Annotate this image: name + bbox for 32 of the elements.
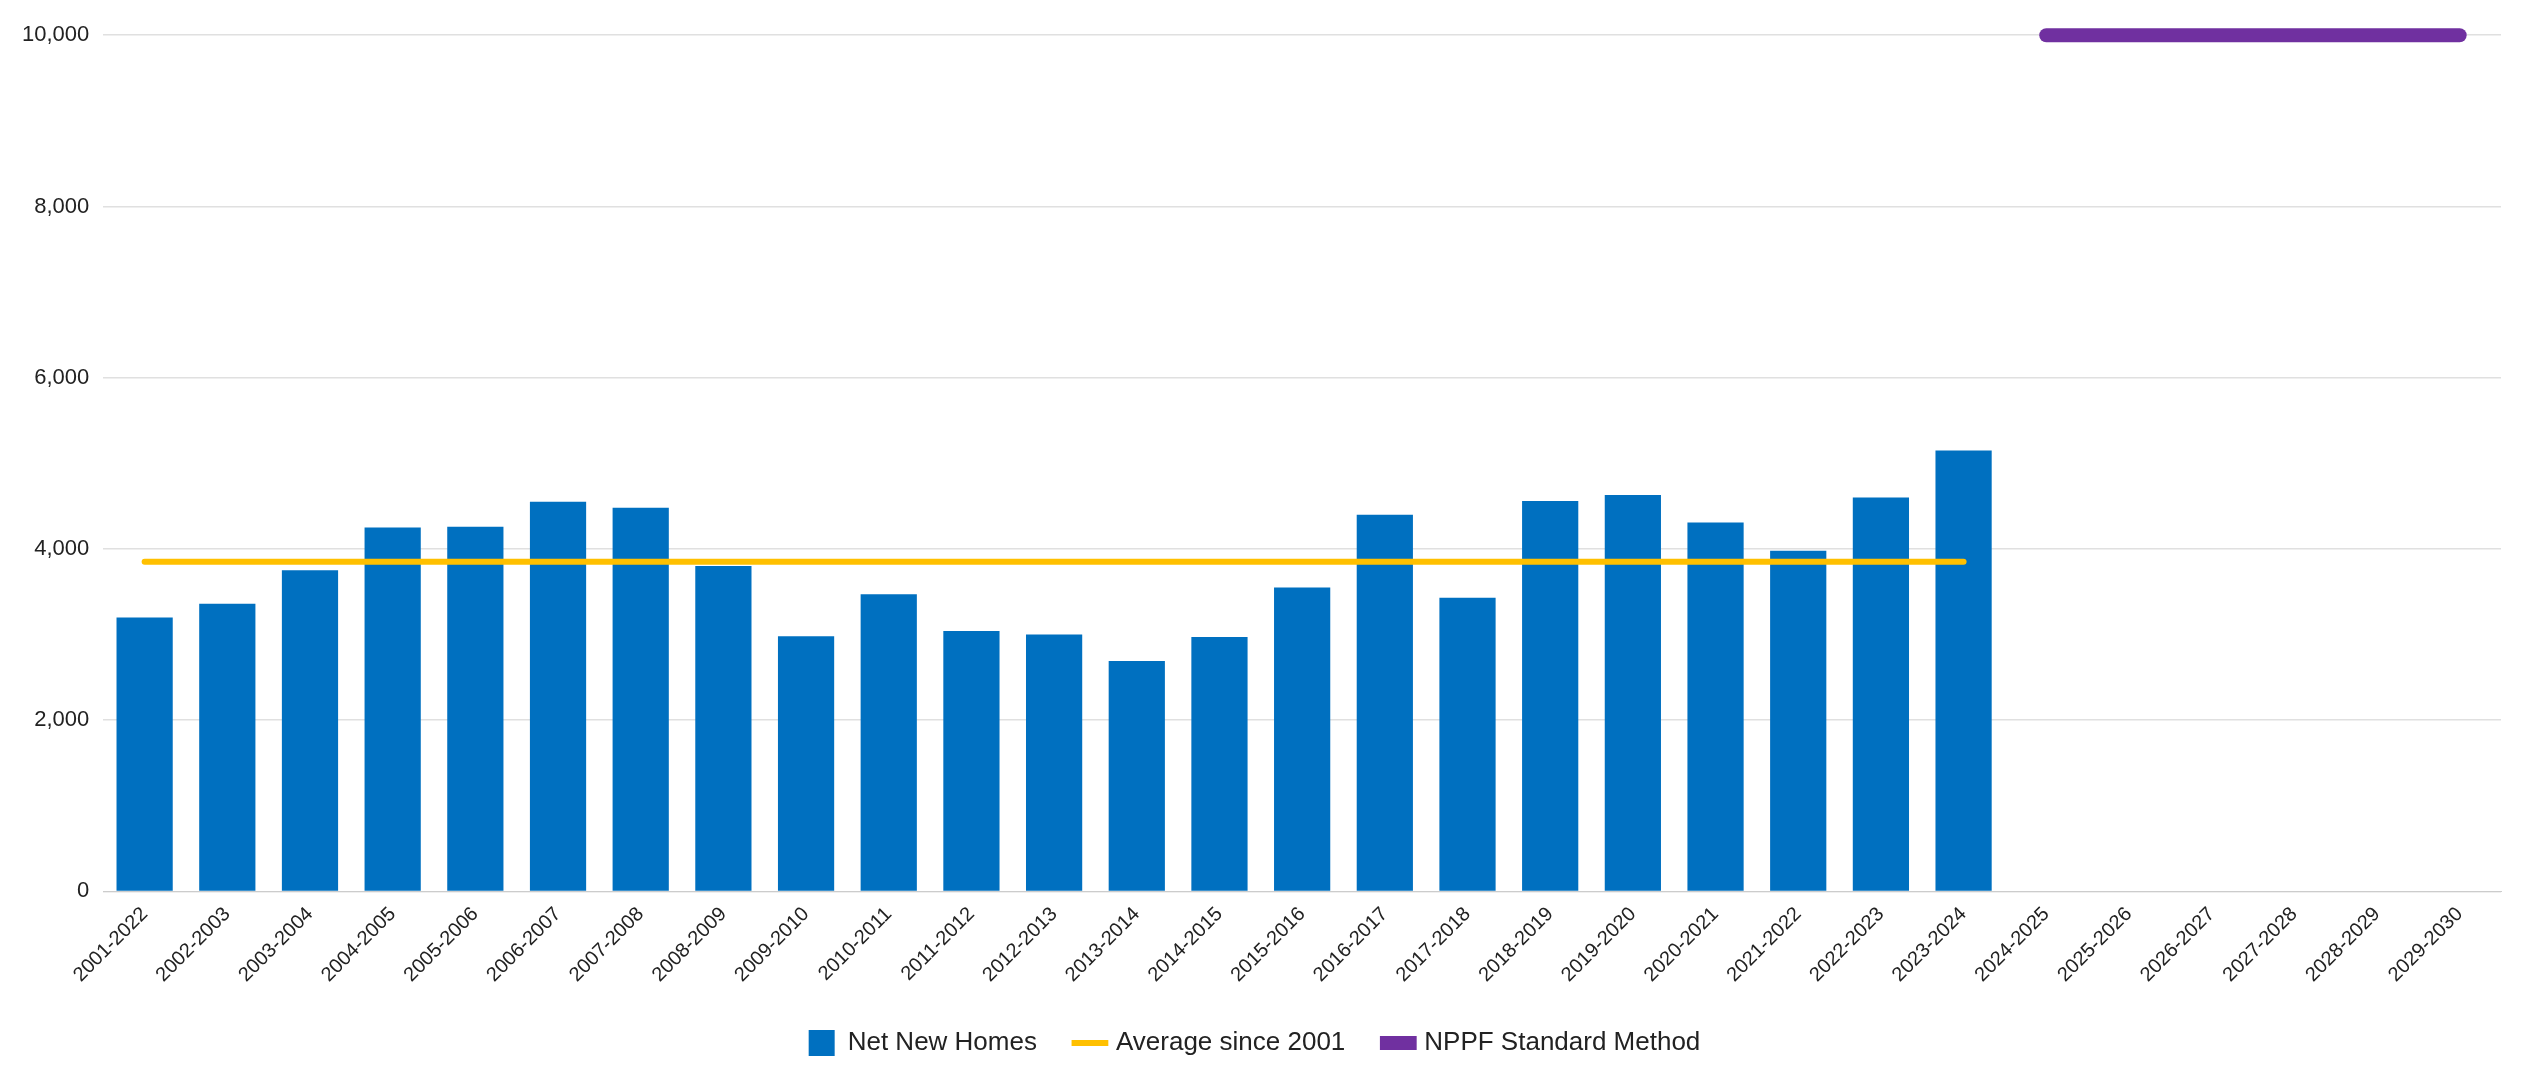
bar <box>1522 500 1579 891</box>
bar <box>612 507 669 891</box>
bar <box>447 526 504 891</box>
bar <box>116 617 173 891</box>
bar <box>1770 550 1827 891</box>
y-tick-label: 2,000 <box>34 706 90 732</box>
bar <box>695 566 752 891</box>
bar <box>1108 661 1165 891</box>
legend-label: Net New Homes <box>847 1026 1037 1057</box>
bar <box>1604 494 1661 891</box>
legend-label: Average since 2001 <box>1115 1026 1346 1057</box>
bar <box>1356 514 1413 891</box>
bar <box>1852 497 1910 891</box>
bar <box>1274 587 1331 891</box>
bar <box>943 631 1000 891</box>
y-tick-label: 6,000 <box>34 363 90 389</box>
bar <box>364 527 421 891</box>
y-tick-label: 0 <box>77 877 90 903</box>
legend-label: NPPF Standard Method <box>1424 1026 1701 1057</box>
y-tick-label: 8,000 <box>34 192 90 218</box>
bar <box>1439 597 1496 891</box>
bar <box>199 603 256 891</box>
bar <box>529 501 587 891</box>
y-tick-label: 4,000 <box>34 534 90 560</box>
bar <box>281 570 339 891</box>
bar <box>1687 522 1744 891</box>
bar <box>1025 634 1083 891</box>
bar <box>1191 637 1248 891</box>
bar <box>777 636 835 891</box>
bar <box>860 594 917 891</box>
y-tick-label: 10,000 <box>21 21 90 47</box>
bar <box>1935 450 1992 891</box>
